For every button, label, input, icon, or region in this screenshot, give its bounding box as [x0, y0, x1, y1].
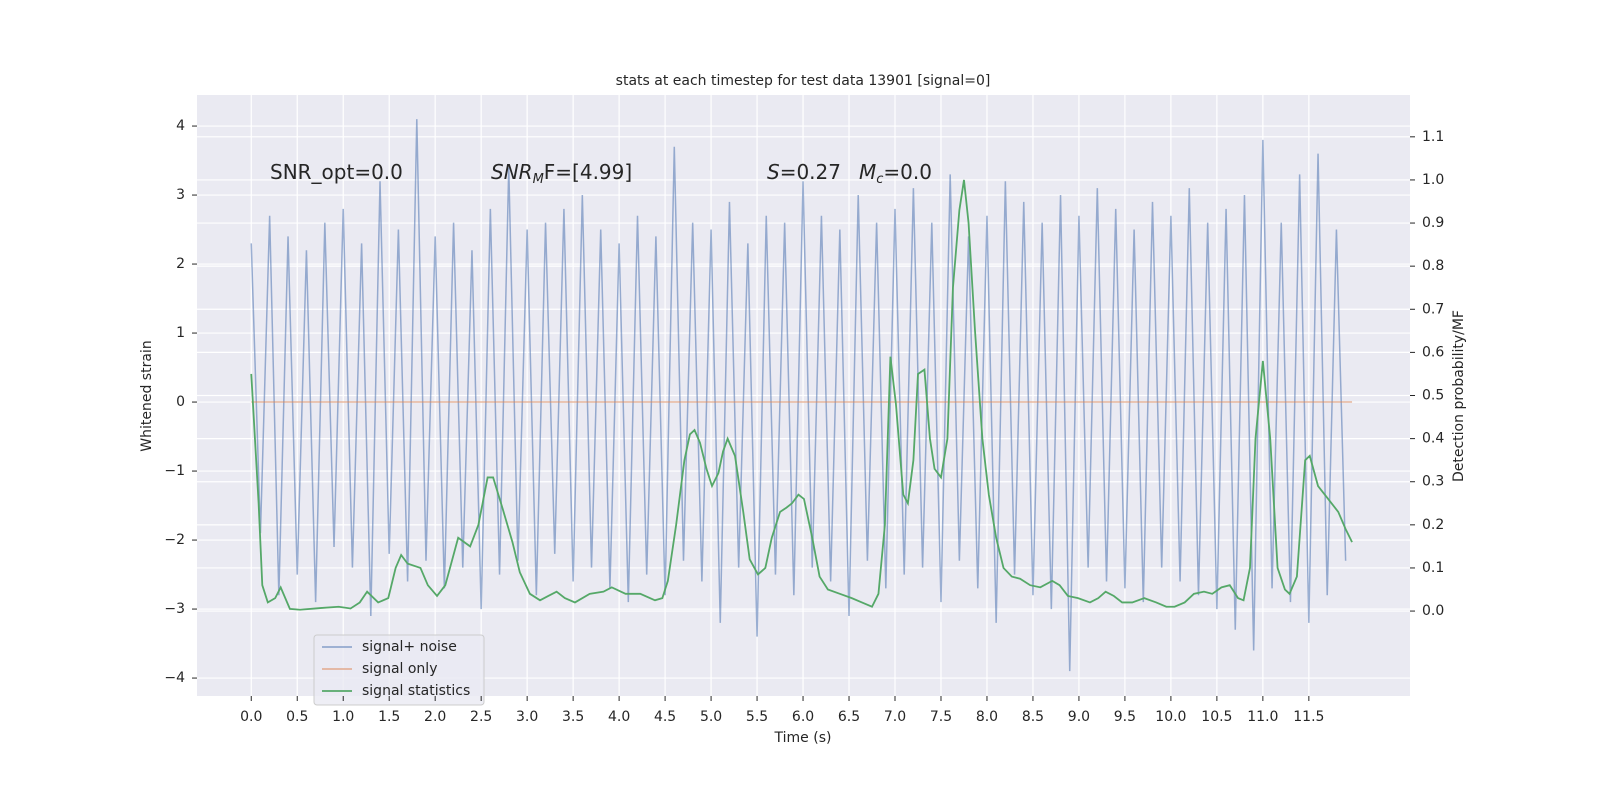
- x-tick-label: 9.0: [1068, 709, 1090, 725]
- x-tick-label: 4.5: [654, 709, 676, 725]
- y2-axis-label: Detection probability/MF: [1451, 310, 1467, 482]
- x-tick-label: 2.5: [470, 709, 492, 725]
- x-tick-label: 4.0: [608, 709, 630, 725]
- y2-tick-label: 0.4: [1422, 431, 1444, 447]
- x-tick-label: 3.0: [516, 709, 538, 725]
- x-tick-label: 10.5: [1201, 709, 1232, 725]
- series-line: [250, 179, 1353, 611]
- y-tick-label: 1: [176, 325, 185, 341]
- legend-box: [313, 634, 485, 706]
- y-tick-label: −1: [164, 463, 185, 479]
- y2-tick-label: 0.1: [1422, 560, 1444, 576]
- x-tick-label: 5.5: [746, 709, 768, 725]
- y2-tick-label: 1.0: [1422, 172, 1444, 188]
- x-tick-label: 2.0: [424, 709, 446, 725]
- x-tick-label: 3.5: [562, 709, 584, 725]
- x-tick-label: 1.5: [378, 709, 400, 725]
- annotation: SNRMF=[4.99]: [491, 160, 632, 187]
- y-tick-label: −4: [164, 670, 185, 686]
- y2-tick-label: 0.3: [1422, 474, 1444, 490]
- y2-tick-label: 0.9: [1422, 215, 1444, 231]
- annotation: Mc=0.0: [859, 160, 932, 187]
- annotation: SNR_opt=0.0: [270, 160, 403, 184]
- y2-tick-label: 0.8: [1422, 258, 1444, 274]
- x-tick-label: 5.0: [700, 709, 722, 725]
- y-tick-label: 2: [176, 256, 185, 272]
- chart-title: stats at each timestep for test data 139…: [616, 73, 991, 89]
- x-tick-label: 9.5: [1114, 709, 1136, 725]
- x-tick-label: 1.0: [332, 709, 354, 725]
- y2-tick-label: 0.5: [1422, 388, 1444, 404]
- y2-tick-label: 0.7: [1422, 301, 1444, 317]
- y-tick-label: −3: [164, 601, 185, 617]
- y2-tick-label: 1.1: [1422, 129, 1444, 145]
- y-tick-label: −2: [164, 532, 185, 548]
- x-tick-label: 10.0: [1155, 709, 1186, 725]
- x-tick-label: 7.5: [930, 709, 952, 725]
- annotation: S=0.27: [767, 160, 841, 184]
- x-tick-label: 6.0: [792, 709, 814, 725]
- legend-label: signal only: [362, 661, 437, 677]
- x-tick-label: 11.5: [1293, 709, 1324, 725]
- y-tick-label: 0: [176, 394, 185, 410]
- series-line: [250, 119, 1347, 672]
- x-tick-label: 8.0: [976, 709, 998, 725]
- legend-label: signal+ noise: [362, 639, 457, 655]
- y-tick-label: 3: [176, 187, 185, 203]
- legend-label: signal statistics: [362, 683, 470, 699]
- y-axis-label: Whitened strain: [139, 340, 155, 451]
- x-tick-label: 7.0: [884, 709, 906, 725]
- x-tick-label: 0.5: [286, 709, 308, 725]
- x-axis-label: Time (s): [774, 730, 832, 746]
- x-tick-label: 6.5: [838, 709, 860, 725]
- y2-tick-label: 0.6: [1422, 344, 1444, 360]
- y2-tick-label: 0.0: [1422, 603, 1444, 619]
- y-tick-label: 4: [176, 118, 185, 134]
- x-tick-label: 0.0: [240, 709, 262, 725]
- x-tick-label: 11.0: [1247, 709, 1278, 725]
- x-tick-label: 8.5: [1022, 709, 1044, 725]
- y2-tick-label: 0.2: [1422, 517, 1444, 533]
